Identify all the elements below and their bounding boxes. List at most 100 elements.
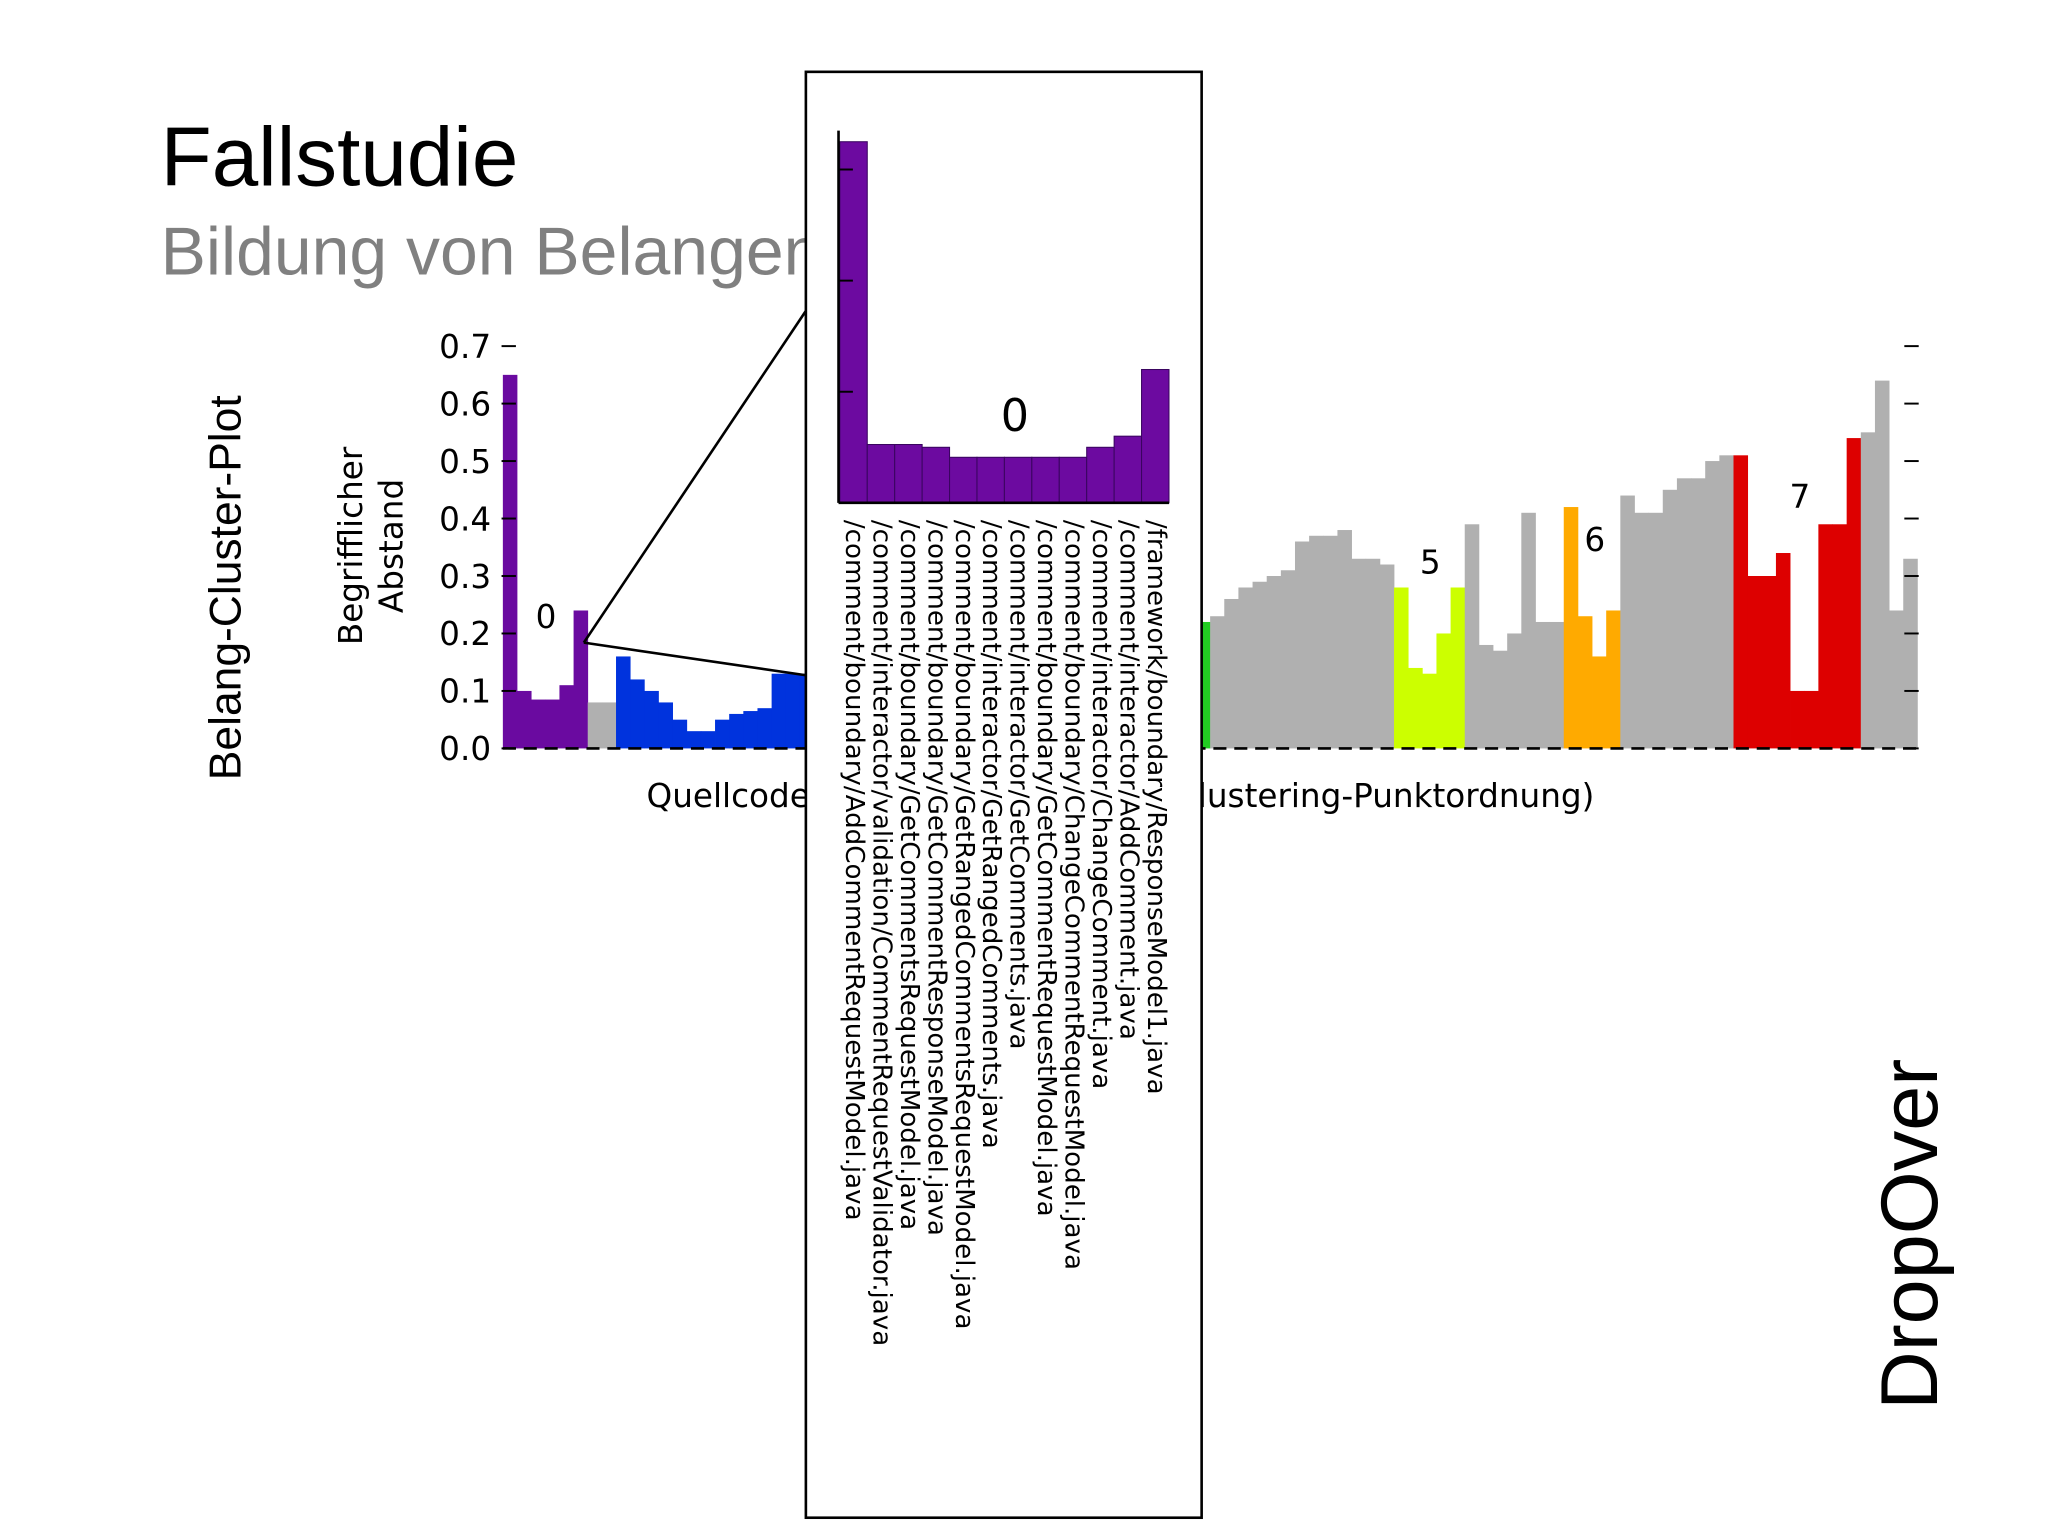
x-tick-label: /comment/interactor/ChangeComment.java (1086, 520, 1116, 1089)
bar (587, 702, 603, 749)
bar (839, 141, 868, 504)
x-tick-label: /comment/interactor/AddComment.java (1113, 520, 1143, 1040)
bar (1113, 435, 1143, 504)
bar (1224, 598, 1239, 749)
bar (1733, 455, 1749, 749)
bar (1394, 587, 1409, 749)
bar (1648, 512, 1664, 749)
bar (949, 456, 978, 504)
bar (1337, 530, 1352, 749)
bar (502, 374, 518, 749)
bar (1889, 610, 1904, 749)
cluster-label: 6 (1584, 521, 1605, 559)
bar (1563, 507, 1579, 749)
bar (1691, 478, 1706, 749)
y-tick-label: 0.0 (439, 730, 491, 768)
bar (1351, 558, 1367, 749)
bar (1058, 456, 1088, 504)
bar (601, 702, 617, 749)
y-tick-label: 0.4 (439, 500, 491, 538)
bar (1422, 673, 1437, 749)
bar (921, 446, 951, 504)
cluster-label: 0 (536, 598, 557, 636)
bar (686, 731, 702, 749)
bar (1705, 461, 1720, 749)
bar (1408, 667, 1423, 749)
y-tick-label: 0.3 (439, 558, 491, 596)
x-tick-label: /comment/interactor/GetRangedComments.ja… (976, 520, 1006, 1149)
bar (1478, 644, 1494, 749)
bar (1280, 570, 1296, 749)
bar (1294, 541, 1310, 749)
bar (559, 685, 574, 749)
bar (545, 699, 560, 749)
bar (1521, 512, 1536, 749)
bar (1141, 368, 1170, 504)
bar (894, 443, 923, 504)
bar (1761, 576, 1777, 749)
bar (771, 673, 787, 749)
bar (866, 443, 896, 504)
bar (1464, 524, 1480, 749)
bar (1903, 558, 1918, 749)
x-tick-label: /comment/boundary/GetCommentResponseMode… (921, 520, 951, 1236)
y-tick-label: 0.2 (439, 615, 491, 653)
inset-chart: /comment/boundary/AddCommentRequestModel… (837, 130, 1171, 1346)
bar (757, 708, 773, 749)
bar (729, 713, 744, 749)
bar (1747, 576, 1763, 749)
bar (1507, 633, 1522, 749)
bar (630, 679, 645, 749)
bar (715, 719, 730, 749)
x-tick-label: /comment/boundary/GetRangedCommentsReque… (949, 520, 979, 1330)
bar (1620, 495, 1635, 749)
bar (1086, 446, 1115, 504)
bar (743, 711, 758, 749)
bar (1577, 616, 1593, 749)
bar (1379, 564, 1395, 749)
bar (1790, 690, 1805, 749)
slide-title: Fallstudie (161, 109, 519, 203)
bar (1450, 587, 1466, 749)
bar (1818, 524, 1833, 749)
bar (1606, 610, 1621, 749)
bar (1874, 380, 1890, 749)
bar (1003, 456, 1033, 504)
bar (672, 719, 688, 749)
cluster-label: 7 (1789, 478, 1810, 516)
bar (1252, 581, 1268, 749)
bar (1846, 438, 1862, 749)
bar (1309, 535, 1324, 749)
x-tick-label: /comment/boundary/GetCommentRequestModel… (1031, 520, 1061, 1217)
bar (1592, 656, 1607, 749)
bar (616, 656, 631, 749)
bar (1676, 478, 1692, 749)
footer-label: DropOver (1865, 1059, 1955, 1410)
bar (1535, 621, 1551, 749)
bar (658, 702, 673, 749)
bar (1662, 489, 1678, 749)
side-label: Belang-Cluster-Plot (201, 395, 250, 781)
bar (1549, 621, 1565, 749)
x-tick-label: /comment/boundary/ChangeCommentRequestMo… (1058, 520, 1088, 1270)
bar (1860, 432, 1876, 749)
bar (1323, 535, 1338, 749)
bar (1832, 524, 1848, 749)
bar (785, 673, 801, 749)
bar (573, 610, 589, 749)
x-tick-label: /comment/boundary/GetCommentsRequestMode… (894, 520, 924, 1230)
cluster-label: 5 (1420, 543, 1441, 581)
cluster-label: 0 (1001, 391, 1029, 442)
x-tick-label: /comment/interactor/GetComments.java (1004, 520, 1034, 1050)
bar (1436, 633, 1451, 749)
y-tick-label: 0.6 (439, 385, 491, 423)
x-tick-label: /framework/boundary/ResponseModel1.java (1141, 520, 1171, 1095)
bar (700, 731, 716, 749)
bar (976, 456, 1005, 504)
y-tick-label: 0.5 (439, 443, 491, 481)
bar (1266, 576, 1282, 749)
x-tick-label: /comment/boundary/AddCommentRequestModel… (839, 520, 869, 1221)
bar (1365, 558, 1381, 749)
